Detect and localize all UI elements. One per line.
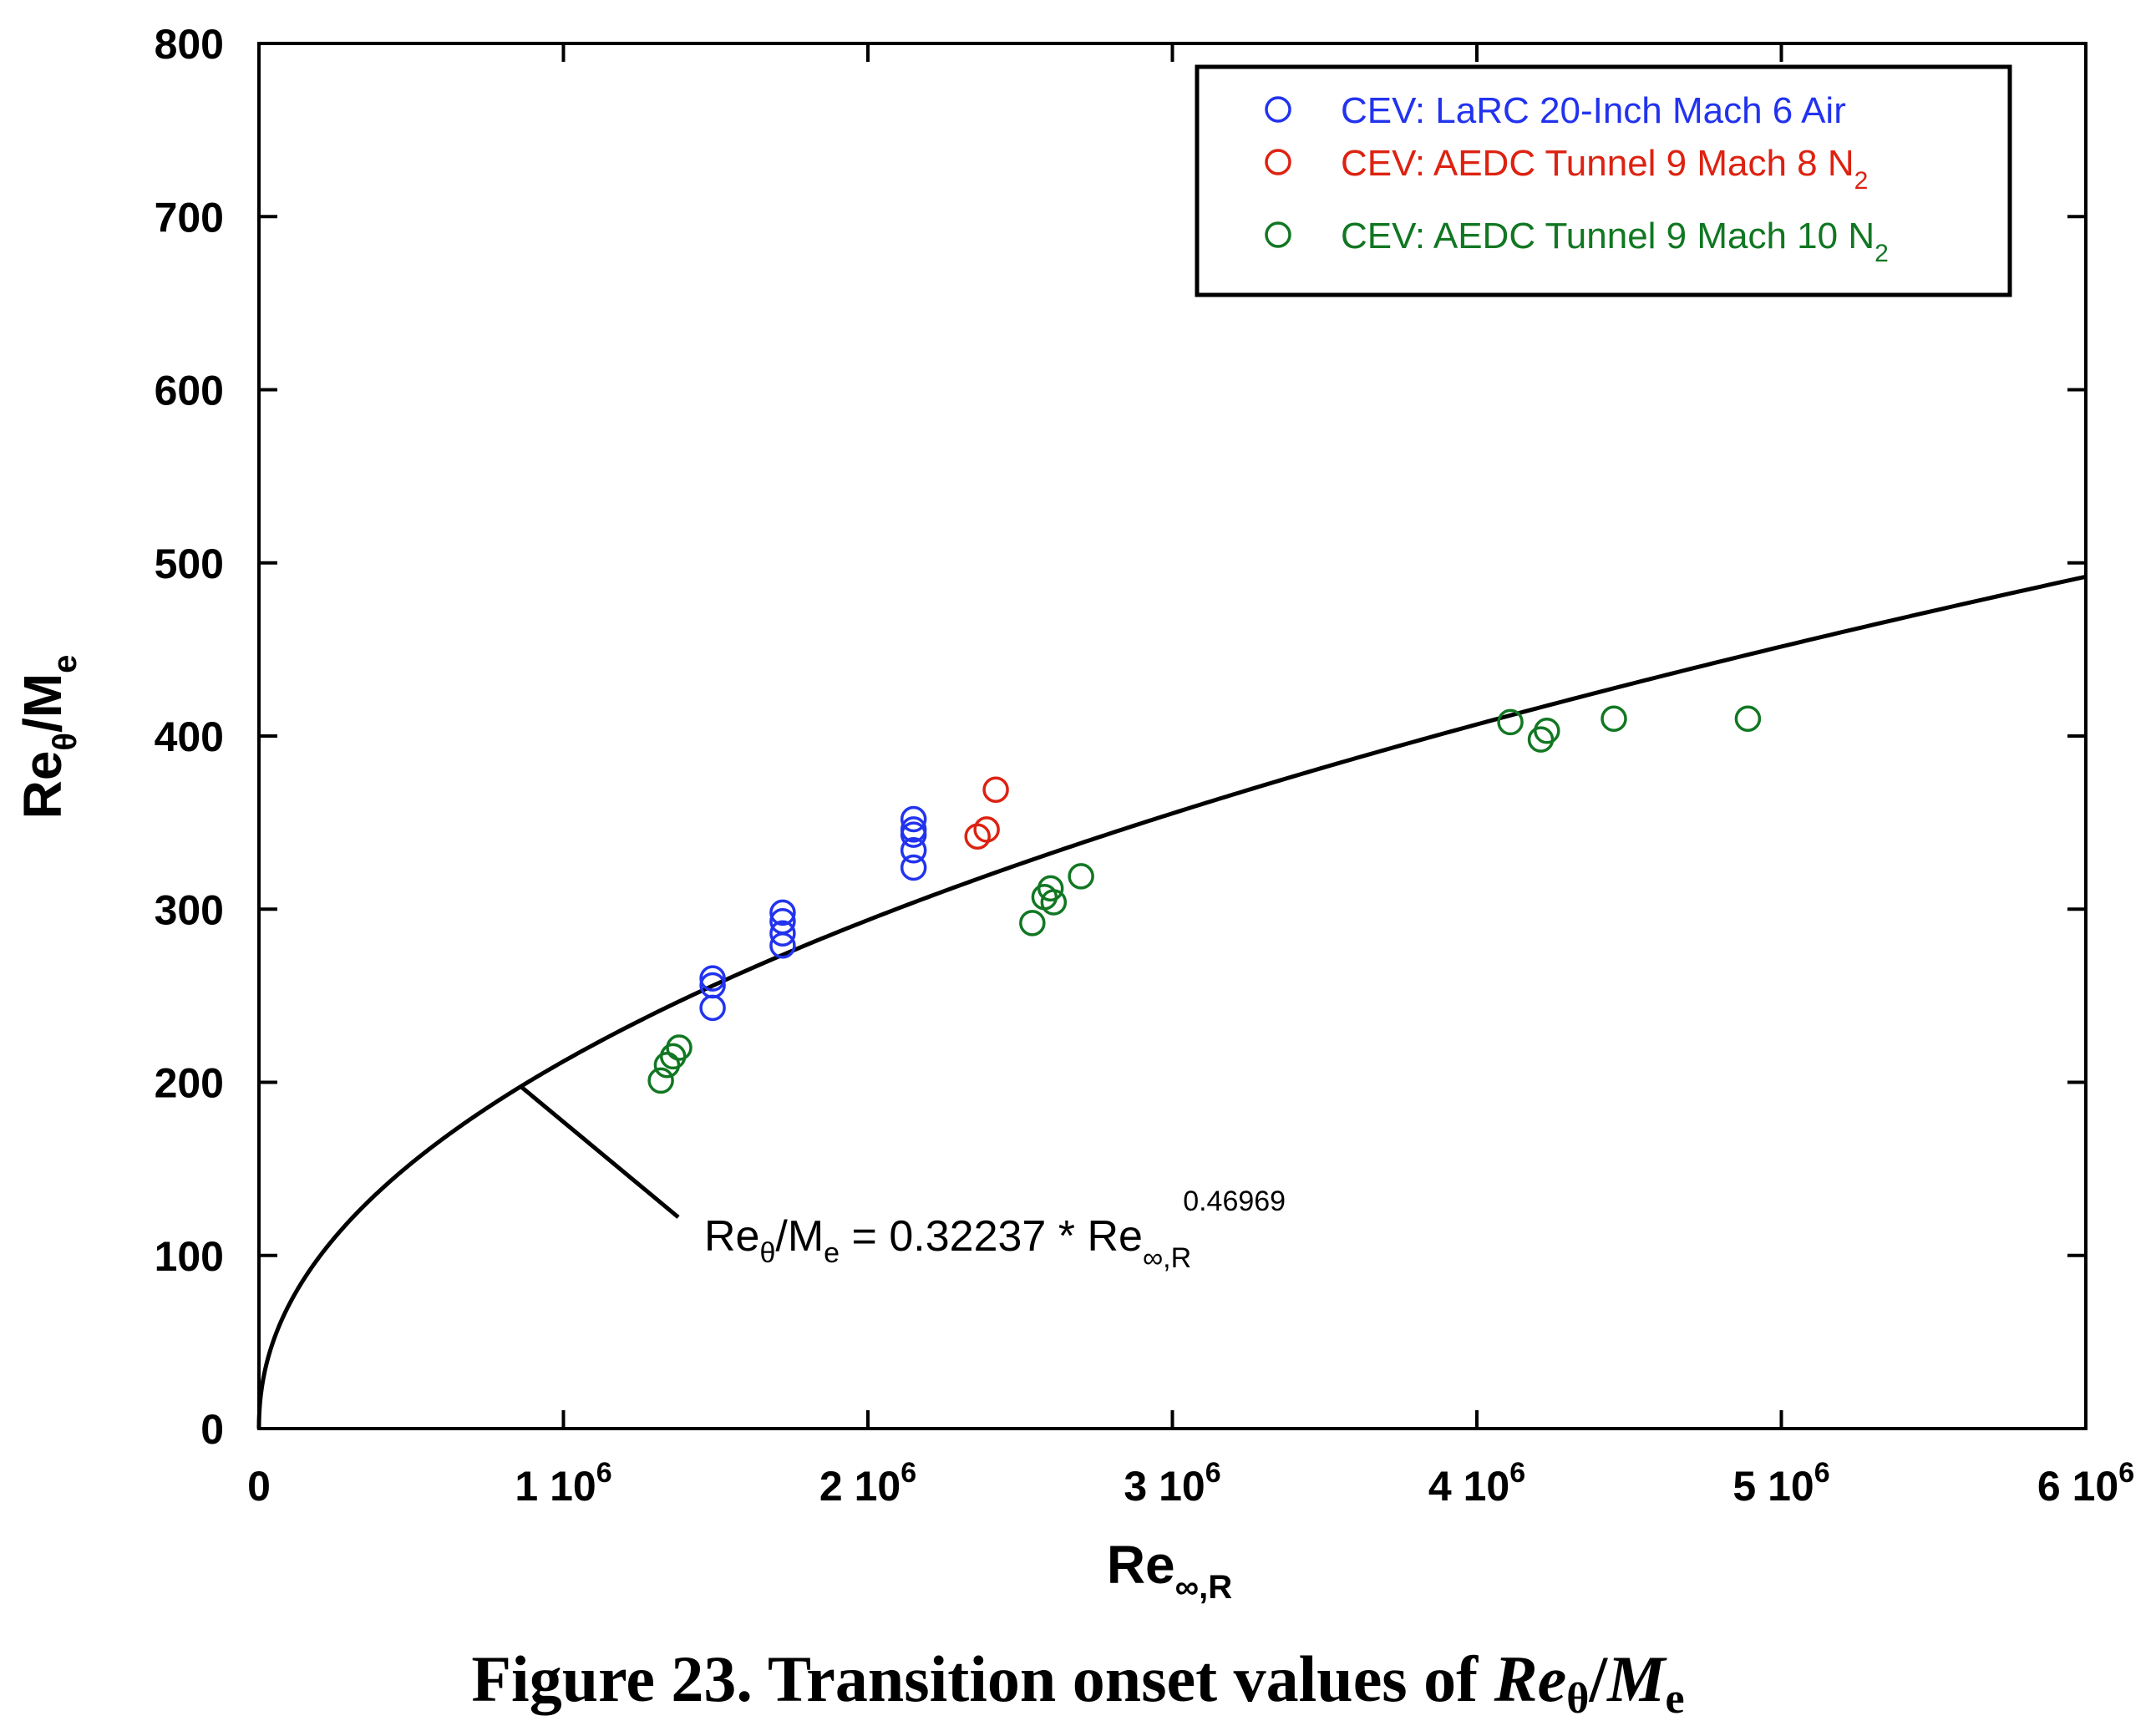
data-point — [900, 854, 927, 881]
x-tick-label: 6 106 — [2037, 1457, 2134, 1510]
series-1-points — [699, 805, 927, 1022]
x-tick-label-base: 1 10 — [515, 1463, 596, 1510]
data-point — [647, 1067, 674, 1094]
x-axis-ticks — [257, 43, 2088, 1429]
legend-box — [1195, 64, 2012, 297]
y-tick-label: 100 — [155, 1233, 224, 1280]
caption-re: Re — [1494, 1642, 1567, 1715]
eq-lhs-mid: /M — [775, 1212, 824, 1261]
data-point — [769, 932, 796, 959]
x-tick-label-base: 2 10 — [819, 1463, 900, 1510]
data-point — [1040, 889, 1068, 916]
legend-entries: CEV: LaRC 20-Inch Mach 6 Air CEV: AEDC Tu… — [1265, 90, 1889, 267]
y-axis-title-sub2: e — [47, 655, 84, 673]
y-axis-tick-labels: 0 100 200 300 400 500 600 700 800 — [155, 21, 224, 1453]
y-axis-title: Reθ/Me — [13, 655, 84, 820]
y-axis-title-main: Re — [13, 751, 73, 820]
data-point — [1601, 705, 1627, 733]
data-point — [1019, 910, 1046, 937]
eq-rhs-sub: ∞,R — [1143, 1242, 1191, 1274]
y-axis-ticks — [259, 42, 2086, 1430]
eq-lhs-sub2: e — [824, 1237, 840, 1269]
legend-label: CEV: LaRC 20-Inch Mach 6 Air — [1341, 90, 1846, 131]
x-tick-label-base: 0 — [247, 1463, 271, 1510]
data-point — [900, 805, 927, 833]
data-point — [666, 1034, 692, 1061]
legend-label-main: CEV: LaRC 20-Inch Mach 6 Air — [1341, 90, 1846, 131]
x-tick-label-base: 4 10 — [1428, 1463, 1509, 1510]
y-tick-label: 400 — [155, 713, 224, 760]
data-point — [769, 899, 796, 926]
x-tick-label: 5 106 — [1732, 1457, 1829, 1510]
legend-marker — [1265, 221, 1291, 248]
x-tick-label: 3 106 — [1124, 1457, 1220, 1510]
y-tick-label: 700 — [155, 194, 224, 241]
y-axis-title-sub1: θ — [47, 733, 84, 751]
x-tick-label-exp: 6 — [1205, 1457, 1221, 1489]
y-tick-label: 0 — [200, 1406, 224, 1453]
data-point — [1497, 708, 1524, 736]
eq-lhs-main: Re — [704, 1212, 759, 1261]
x-tick-label-base: 5 10 — [1732, 1463, 1814, 1510]
eq-lhs-sub1: θ — [759, 1237, 775, 1269]
fit-curve-line — [256, 574, 2087, 1429]
data-point — [1734, 705, 1762, 733]
data-point — [1037, 875, 1064, 902]
x-tick-label-exp: 6 — [1509, 1457, 1525, 1489]
x-tick-label-exp: 6 — [900, 1457, 916, 1489]
legend-marker — [1265, 149, 1291, 175]
x-axis-title-sub: ∞,R — [1175, 1569, 1233, 1606]
figure-caption: Figure 23. Transition onset values of Re… — [0, 1642, 2156, 1723]
x-tick-label: 2 106 — [819, 1457, 916, 1510]
x-tick-label-base: 3 10 — [1124, 1463, 1205, 1510]
legend-label: CEV: AEDC Tunnel 9 Mach 8 N2 — [1341, 143, 1868, 195]
x-tick-label-base: 6 10 — [2037, 1463, 2118, 1510]
legend: CEV: LaRC 20-Inch Mach 6 Air CEV: AEDC Tu… — [1195, 64, 2012, 297]
x-tick-label: 4 106 — [1428, 1457, 1525, 1510]
y-axis-title-mid: /M — [13, 673, 73, 733]
data-point — [1068, 863, 1094, 890]
y-tick-label: 800 — [155, 21, 224, 68]
data-point — [900, 837, 927, 864]
data-point — [769, 920, 796, 947]
y-tick-label: 200 — [155, 1060, 224, 1107]
x-axis-title: Re∞,R — [1107, 1535, 1232, 1606]
legend-label: CEV: AEDC Tunnel 9 Mach 10 N2 — [1341, 216, 1889, 267]
data-point — [699, 994, 726, 1022]
data-point — [1534, 718, 1560, 744]
caption-prefix: Figure 23. Transition onset values of — [471, 1642, 1494, 1715]
series-2-points — [964, 776, 1009, 850]
fit-equation-label: Reθ/Me = 0.32237 * Re∞,R 0.46969 — [704, 1185, 1286, 1274]
x-tick-label-exp: 6 — [2118, 1457, 2134, 1489]
x-tick-label: 1 106 — [515, 1457, 611, 1510]
caption-m: M — [1607, 1642, 1666, 1715]
eq-rhs-sup: 0.46969 — [1183, 1185, 1286, 1217]
x-tick-label-exp: 6 — [1814, 1457, 1830, 1489]
y-tick-label: 600 — [155, 368, 224, 414]
legend-label-sub: 2 — [1854, 167, 1869, 195]
x-tick-label-exp: 6 — [596, 1457, 612, 1489]
data-point — [699, 965, 726, 992]
legend-label-sub: 2 — [1874, 240, 1889, 267]
data-point — [973, 816, 1000, 843]
data-points — [647, 705, 1762, 1094]
legend-label-main: CEV: AEDC Tunnel 9 Mach 8 N — [1341, 143, 1854, 184]
legend-marker — [1265, 96, 1291, 123]
legend-label-main: CEV: AEDC Tunnel 9 Mach 10 N — [1341, 216, 1874, 256]
x-axis-title-main: Re — [1107, 1535, 1175, 1595]
y-tick-label: 500 — [155, 541, 224, 587]
caption-slash: / — [1589, 1642, 1608, 1715]
data-point — [982, 776, 1009, 803]
data-point — [900, 821, 927, 848]
annotation-leader-line — [519, 1084, 680, 1219]
caption-e: e — [1665, 1675, 1685, 1723]
x-tick-label: 0 — [247, 1463, 271, 1510]
series-3-points — [647, 705, 1762, 1094]
caption-theta: θ — [1566, 1675, 1590, 1723]
y-tick-label: 300 — [155, 886, 224, 933]
eq-main: = 0.32237 * Re — [840, 1212, 1143, 1261]
